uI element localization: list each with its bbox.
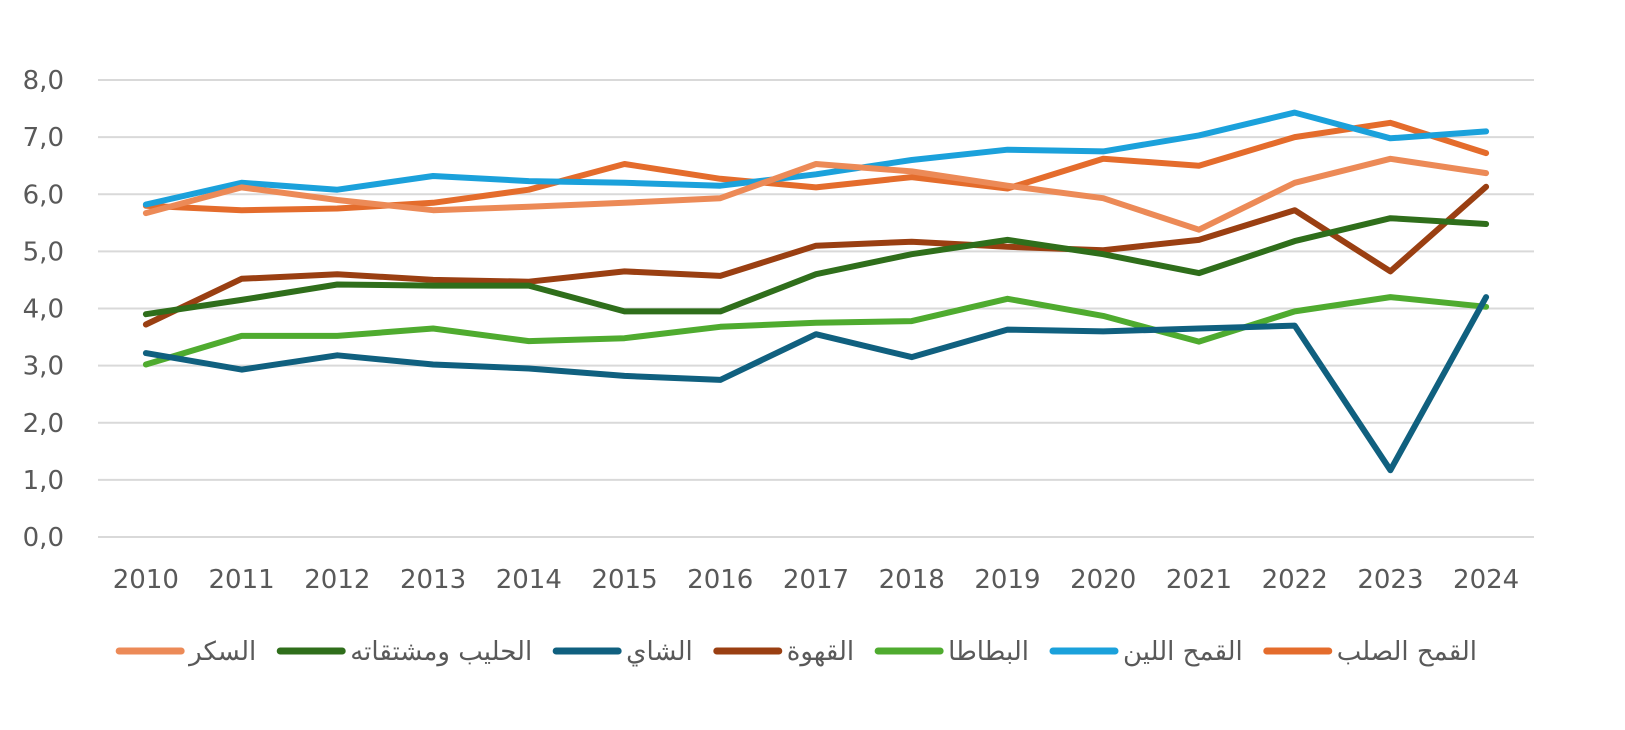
y-tick-label: 2,0 <box>23 409 64 439</box>
legend-item: البطاطا <box>874 637 1029 667</box>
y-tick-label: 7,0 <box>23 123 64 153</box>
y-tick-label: 4,0 <box>23 295 64 325</box>
legend-item: الحليب ومشتقاته <box>276 637 532 667</box>
y-tick-label: 8,0 <box>23 66 64 96</box>
legend-label: الشاي <box>626 637 693 667</box>
series-lines <box>142 109 1490 474</box>
legend-label: البطاطا <box>948 637 1029 667</box>
x-tick-label: 2012 <box>304 565 370 595</box>
gridlines <box>98 79 1534 538</box>
legend: القمح الصلب القمح اللين البطاطا القهوة الشاي… <box>115 637 1477 667</box>
legend-label: الحليب ومشتقاته <box>350 637 532 667</box>
x-tick-label: 2022 <box>1262 565 1328 595</box>
y-tick-label: 5,0 <box>23 237 64 267</box>
x-axis-ticks: 2010 2011 2012 2013 2014 2015 2016 2017 2018 2019… <box>113 565 1519 595</box>
x-tick-label: 2019 <box>974 565 1040 595</box>
y-tick-label: 3,0 <box>23 352 64 382</box>
series-line-5 <box>142 215 1490 318</box>
legend-item: الشاي <box>552 637 693 667</box>
legend-label: القهوة <box>787 637 854 667</box>
y-tick-label: 0,0 <box>23 523 64 553</box>
x-tick-label: 2024 <box>1453 565 1519 595</box>
legend-item: السكر <box>115 637 256 667</box>
x-tick-label: 2021 <box>1166 565 1232 595</box>
y-tick-label: 1,0 <box>23 466 64 496</box>
x-tick-label: 2015 <box>591 565 657 595</box>
x-tick-label: 2023 <box>1357 565 1423 595</box>
y-axis-ticks: 0,0 1,0 2,0 3,0 4,0 5,0 6,0 7,0 8,0 <box>23 66 64 553</box>
legend-item: القمح اللين <box>1049 637 1243 667</box>
x-tick-label: 2020 <box>1070 565 1136 595</box>
y-tick-label: 6,0 <box>23 180 64 210</box>
x-tick-label: 2016 <box>687 565 753 595</box>
x-tick-label: 2017 <box>783 565 849 595</box>
x-tick-label: 2013 <box>400 565 466 595</box>
x-tick-label: 2018 <box>879 565 945 595</box>
legend-label: السكر <box>187 637 256 667</box>
x-tick-label: 2010 <box>113 565 179 595</box>
legend-item: القهوة <box>713 637 854 667</box>
legend-label: القمح الصلب <box>1337 637 1477 667</box>
legend-item: القمح الصلب <box>1263 637 1477 667</box>
legend-label: القمح اللين <box>1123 637 1243 667</box>
x-tick-label: 2011 <box>209 565 275 595</box>
x-tick-label: 2014 <box>496 565 562 595</box>
